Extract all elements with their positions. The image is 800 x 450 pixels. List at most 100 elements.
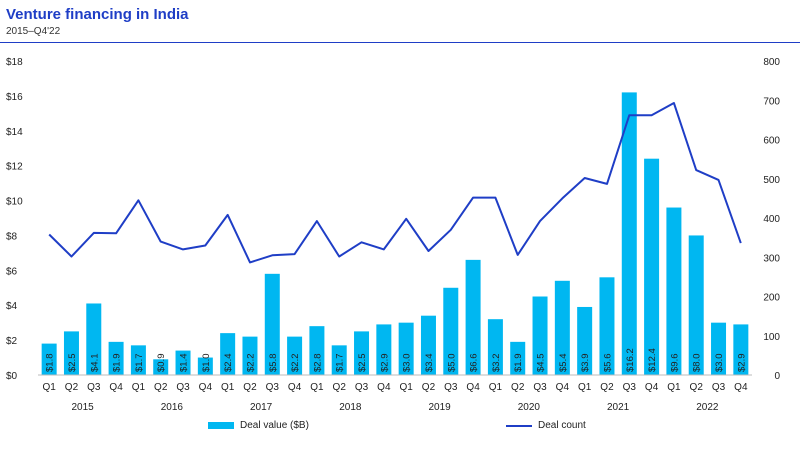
legend-deal-value-label: Deal value ($B) bbox=[240, 420, 309, 431]
bar bbox=[510, 341, 526, 375]
bar bbox=[443, 287, 459, 375]
bar-value-label: $1.4 bbox=[179, 354, 190, 373]
x-quarter-label: Q4 bbox=[645, 382, 659, 393]
bar bbox=[354, 331, 370, 375]
y-left-tick-label: $6 bbox=[6, 266, 18, 277]
title-divider bbox=[0, 42, 800, 43]
x-year-label: 2015 bbox=[72, 402, 95, 413]
y-right-tick-label: 300 bbox=[763, 253, 780, 264]
bar-value-label: $4.1 bbox=[89, 354, 100, 373]
x-quarter-label: Q3 bbox=[623, 382, 637, 393]
bar-value-label: $2.2 bbox=[290, 354, 301, 373]
y-left-tick-label: $10 bbox=[6, 197, 23, 208]
x-year-label: 2021 bbox=[607, 402, 630, 413]
bar-value-label: $1.7 bbox=[134, 354, 145, 373]
legend-line-swatch bbox=[506, 424, 532, 427]
bar bbox=[621, 92, 637, 376]
bar-value-label: $1.9 bbox=[112, 354, 123, 373]
bar-value-label: $3.0 bbox=[714, 354, 725, 373]
x-year-label: 2018 bbox=[339, 402, 362, 413]
x-quarter-label: Q2 bbox=[511, 382, 525, 393]
bar-value-label: $5.4 bbox=[558, 354, 569, 373]
x-quarter-label: Q2 bbox=[65, 382, 79, 393]
bar-value-label: $9.6 bbox=[669, 354, 680, 373]
x-quarter-label: Q3 bbox=[266, 382, 280, 393]
bar bbox=[175, 350, 191, 375]
bar-value-label: $12.4 bbox=[647, 348, 658, 372]
bar bbox=[554, 280, 570, 375]
x-quarter-label: Q4 bbox=[556, 382, 570, 393]
bar bbox=[309, 326, 325, 375]
bar-value-label: $2.8 bbox=[312, 354, 323, 373]
bar bbox=[398, 322, 414, 375]
y-left-tick-label: $8 bbox=[6, 231, 18, 242]
x-quarter-label: Q3 bbox=[355, 382, 369, 393]
bar bbox=[63, 331, 79, 375]
bar-value-label: $2.9 bbox=[379, 354, 390, 373]
x-quarter-label: Q1 bbox=[667, 382, 681, 393]
x-quarter-label: Q3 bbox=[176, 382, 190, 393]
y-right-tick-label: 800 bbox=[763, 57, 780, 68]
bar bbox=[108, 341, 124, 375]
x-quarter-label: Q1 bbox=[399, 382, 413, 393]
bar-value-label: $1.0 bbox=[201, 354, 212, 373]
bar bbox=[86, 303, 102, 375]
y-left-tick-label: $2 bbox=[6, 336, 18, 347]
bar bbox=[264, 273, 280, 375]
legend-deal-value: Deal value ($B) bbox=[208, 420, 309, 431]
y-right-tick-label: 0 bbox=[774, 371, 780, 382]
chart-title: Venture financing in India bbox=[6, 6, 189, 23]
bar bbox=[331, 345, 347, 375]
bar bbox=[41, 343, 57, 375]
x-year-label: 2017 bbox=[250, 402, 273, 413]
y-right-tick-label: 400 bbox=[763, 214, 780, 225]
bar-value-label: $2.5 bbox=[357, 354, 368, 373]
x-year-label: 2016 bbox=[161, 402, 184, 413]
bar bbox=[532, 296, 548, 375]
y-left-tick-label: $16 bbox=[6, 92, 23, 103]
x-quarter-label: Q2 bbox=[422, 382, 436, 393]
bar bbox=[287, 336, 303, 375]
bar-value-label: $6.6 bbox=[469, 354, 480, 373]
bar-value-label: $3.2 bbox=[491, 354, 502, 373]
x-quarter-label: Q1 bbox=[489, 382, 503, 393]
x-quarter-label: Q1 bbox=[578, 382, 592, 393]
x-quarter-label: Q2 bbox=[600, 382, 614, 393]
bar bbox=[220, 333, 236, 375]
y-left-tick-label: $0 bbox=[6, 371, 18, 382]
bar-value-label: $1.9 bbox=[513, 354, 524, 373]
x-quarter-label: Q2 bbox=[154, 382, 168, 393]
bar-value-label: $1.7 bbox=[335, 354, 346, 373]
x-quarter-label: Q1 bbox=[42, 382, 56, 393]
bar-value-label: $4.5 bbox=[536, 354, 547, 373]
y-right-tick-label: 100 bbox=[763, 332, 780, 343]
chart-subtitle: 2015–Q4'22 bbox=[6, 26, 61, 37]
legend-deal-count-label: Deal count bbox=[538, 420, 586, 431]
x-quarter-label: Q4 bbox=[288, 382, 302, 393]
bar-value-label: $5.8 bbox=[268, 354, 279, 373]
bar-value-label: $2.4 bbox=[223, 354, 234, 373]
bar bbox=[644, 158, 660, 375]
bar bbox=[153, 359, 169, 375]
bar-value-label: $3.4 bbox=[424, 354, 435, 373]
x-quarter-label: Q2 bbox=[690, 382, 704, 393]
x-quarter-label: Q3 bbox=[444, 382, 458, 393]
bar bbox=[688, 235, 704, 375]
x-quarter-label: Q3 bbox=[533, 382, 547, 393]
y-left-tick-label: $18 bbox=[6, 57, 23, 68]
bar-value-label: $2.9 bbox=[736, 354, 747, 373]
y-right-tick-label: 700 bbox=[763, 96, 780, 107]
x-quarter-label: Q2 bbox=[243, 382, 257, 393]
bar bbox=[711, 322, 727, 375]
x-quarter-label: Q3 bbox=[712, 382, 726, 393]
bar-value-label: $5.0 bbox=[446, 354, 457, 373]
y-right-tick-label: 500 bbox=[763, 175, 780, 186]
bar bbox=[666, 207, 682, 375]
y-left-tick-label: $12 bbox=[6, 162, 23, 173]
x-quarter-label: Q4 bbox=[377, 382, 391, 393]
x-year-label: 2020 bbox=[518, 402, 541, 413]
y-left-tick-label: $14 bbox=[6, 127, 23, 138]
bar bbox=[376, 324, 392, 375]
bar-value-label: $8.0 bbox=[692, 354, 703, 373]
bar bbox=[465, 259, 481, 375]
